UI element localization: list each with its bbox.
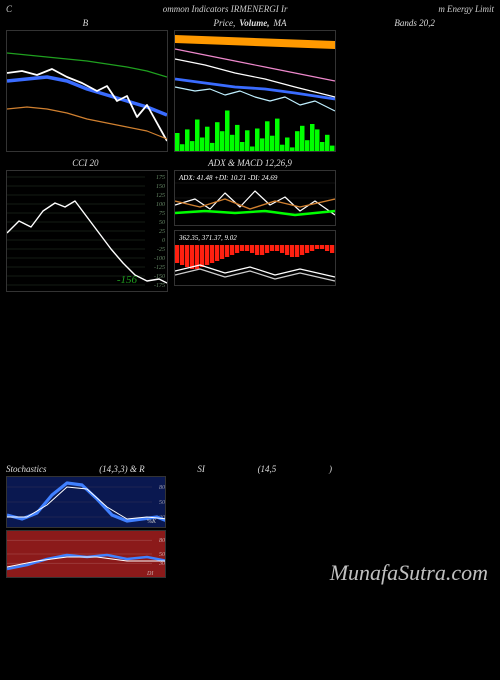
- hdr-left: C: [6, 4, 12, 14]
- svg-text:50: 50: [159, 552, 165, 558]
- rsi-panel: 80 50 30 DI: [6, 530, 166, 578]
- bbands-title: B: [6, 16, 165, 30]
- svg-text:50: 50: [159, 220, 165, 226]
- hdr-right: m Energy Limit: [438, 4, 494, 14]
- macd-panel: 362.35, 371.37, 9.02: [174, 230, 336, 286]
- svg-text:362.35, 371.37, 9.02: 362.35, 371.37, 9.02: [178, 234, 237, 242]
- svg-text:-125: -125: [154, 265, 165, 271]
- row-1: [0, 30, 500, 152]
- watermark: MunafaSutra.com: [330, 560, 488, 586]
- svg-text:175: 175: [156, 175, 165, 181]
- cci-title: CCI 20: [6, 156, 165, 170]
- title-row-1: B Price, Volume, MA Bands 20,2: [0, 16, 500, 30]
- svg-text:-156: -156: [117, 274, 138, 286]
- hdr-center: ommon Indicators IRMENERGI Ir: [163, 4, 288, 14]
- cci-panel: 1751501251007550250-25-100-125-150-175-1…: [6, 170, 168, 292]
- svg-text:80: 80: [159, 485, 165, 491]
- page-header: C ommon Indicators IRMENERGI Ir m Energy…: [0, 0, 500, 16]
- svg-text:75: 75: [159, 211, 165, 217]
- svg-text:150: 150: [156, 184, 165, 190]
- svg-text:DI: DI: [146, 571, 154, 577]
- svg-text:0: 0: [162, 238, 165, 244]
- svg-text:30: 30: [158, 561, 165, 567]
- svg-text:25: 25: [159, 229, 165, 235]
- row-2: 1751501251007550250-25-100-125-150-175-1…: [0, 170, 500, 292]
- row-3: 805020%K 805030DI: [0, 476, 172, 578]
- bbands-panel: [6, 30, 168, 152]
- price-panel: [174, 30, 336, 152]
- price-title: Price, Volume, MA: [171, 16, 330, 30]
- svg-text:-25: -25: [157, 247, 165, 253]
- svg-text:125: 125: [156, 193, 165, 199]
- svg-text:-175: -175: [154, 283, 165, 289]
- svg-text:50: 50: [159, 500, 165, 506]
- title-row-2: CCI 20 ADX & MACD 12,26,9: [0, 156, 500, 170]
- stoch-panel: 805020%K: [6, 476, 166, 528]
- svg-text:100: 100: [156, 202, 165, 208]
- adx-title: ADX & MACD 12,26,9: [171, 156, 330, 170]
- adx-panel: ADX: 41.48 +DI: 10.21 -DI: 24.69: [174, 170, 336, 226]
- svg-text:-100: -100: [154, 256, 165, 262]
- title-row-3: Stochastics (14,3,3) & R SI (14,5 ): [0, 462, 500, 476]
- svg-text:80: 80: [159, 538, 165, 544]
- bands-title: Bands 20,2: [335, 16, 494, 30]
- svg-text:%K: %K: [147, 519, 157, 525]
- svg-text:ADX: 41.48 +DI: 10.21 -DI: 2: ADX: 41.48 +DI: 10.21 -DI: 24.69: [178, 174, 278, 182]
- stoch-title: Stochastics (14,3,3) & R SI (14,5 ): [6, 462, 332, 476]
